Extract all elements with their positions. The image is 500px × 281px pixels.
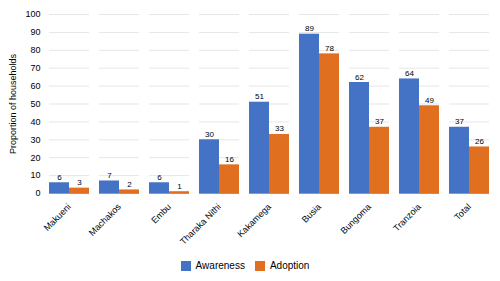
svg-text:30: 30	[30, 135, 40, 145]
svg-text:26: 26	[475, 137, 484, 146]
svg-text:78: 78	[325, 44, 334, 53]
svg-text:3: 3	[77, 178, 82, 187]
svg-text:30: 30	[205, 130, 214, 139]
svg-text:16: 16	[225, 155, 234, 164]
svg-text:100: 100	[25, 9, 40, 19]
svg-text:7: 7	[107, 171, 112, 180]
svg-text:Kakamega: Kakamega	[235, 202, 272, 239]
svg-text:Busia: Busia	[300, 202, 323, 225]
svg-text:64: 64	[405, 69, 414, 78]
svg-text:Tharaka Nithi: Tharaka Nithi	[178, 202, 223, 247]
svg-text:10: 10	[30, 170, 40, 180]
html-text:Awareness: Awareness	[195, 260, 245, 271]
svg-text:Machakos: Machakos	[87, 201, 123, 237]
svg-text:37: 37	[375, 117, 384, 126]
svg-text:33: 33	[275, 124, 284, 133]
svg-text:Tranzoia: Tranzoia	[391, 202, 423, 234]
svg-text:37: 37	[455, 117, 464, 126]
html-text:Adoption: Adoption	[269, 260, 310, 271]
svg-text:40: 40	[30, 117, 40, 127]
svg-text:6: 6	[157, 173, 162, 182]
svg-text:62: 62	[355, 73, 364, 82]
svg-text:6: 6	[57, 173, 62, 182]
svg-text:90: 90	[30, 27, 40, 37]
svg-text:89: 89	[305, 24, 314, 33]
svg-text:49: 49	[425, 96, 434, 105]
svg-text:50: 50	[30, 99, 40, 109]
svg-text:Makueni: Makueni	[42, 202, 73, 233]
svg-text:70: 70	[30, 63, 40, 73]
svg-text:Embu: Embu	[149, 202, 173, 226]
svg-text:Total: Total	[452, 202, 473, 223]
svg-text:0: 0	[35, 188, 40, 198]
svg-text:Bungoma: Bungoma	[339, 202, 373, 236]
svg-text:2: 2	[127, 180, 132, 189]
svg-text:20: 20	[30, 153, 40, 163]
svg-text:80: 80	[30, 45, 40, 55]
svg-text:1: 1	[177, 182, 182, 191]
svg-text:60: 60	[30, 81, 40, 91]
svg-text:Proportion of households: Proportion of households	[8, 53, 18, 154]
svg-text:51: 51	[255, 92, 264, 101]
